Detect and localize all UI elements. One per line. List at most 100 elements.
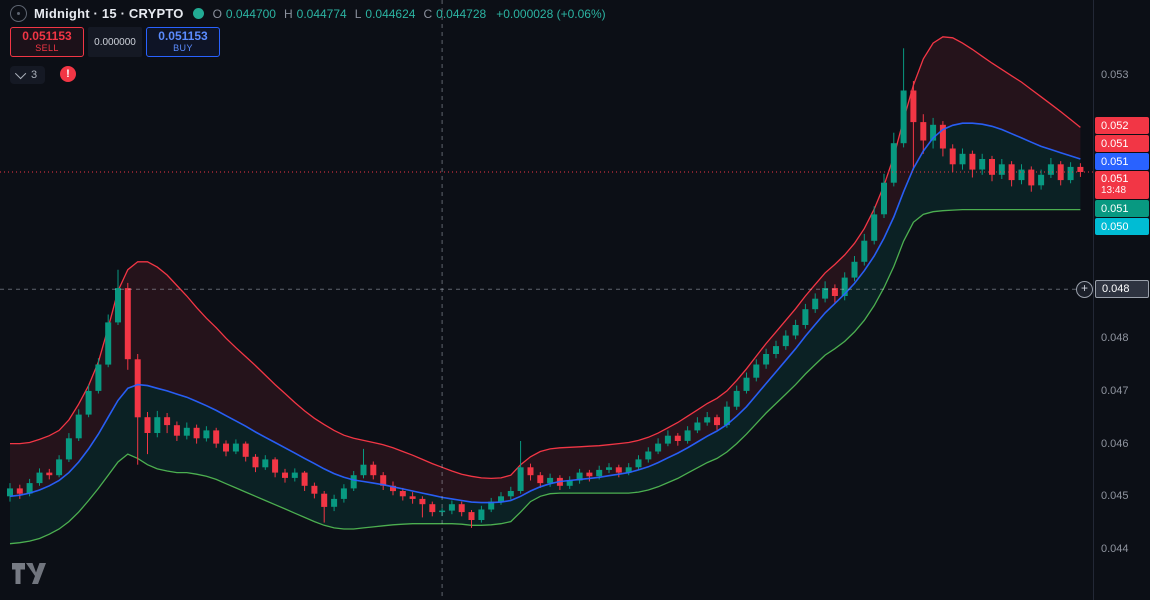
change-value: +0.000028 (+0.06%) (496, 6, 606, 21)
upper-band-fill (10, 36, 1081, 503)
candle-body (773, 346, 779, 354)
candle-body (429, 504, 436, 513)
ma-line (9, 122, 1081, 504)
candle-body (1038, 174, 1045, 186)
market-status-icon (192, 8, 204, 19)
buy-button[interactable]: 0.051153 BUY (146, 27, 220, 57)
candle-body (792, 325, 799, 336)
candle-body (498, 496, 504, 502)
candle-body (939, 124, 946, 149)
close-label: C (423, 6, 433, 21)
candle-body (871, 214, 878, 241)
price-tick: 0.053 (1101, 68, 1129, 81)
candle-body (822, 288, 829, 299)
open-label: O (212, 6, 222, 21)
price-badge: 0.051 (1095, 200, 1149, 217)
candle-body (674, 435, 681, 441)
price-tick: 0.046 (1101, 437, 1129, 450)
add-alert-plus-icon[interactable]: + (1076, 281, 1093, 299)
candle-body (1008, 164, 1015, 181)
candle-body (262, 459, 269, 468)
candle-body (458, 504, 465, 513)
candle-body (115, 288, 121, 323)
candle-body (1067, 166, 1074, 181)
candle-body (311, 485, 318, 494)
price-badge: 0.051 13:48 (1095, 171, 1149, 199)
candle-body (232, 443, 239, 452)
candle-body (124, 288, 131, 360)
candle-body (694, 422, 701, 431)
candle-body (576, 472, 583, 481)
candle-body (105, 322, 112, 365)
candle-body (812, 298, 819, 310)
candle-body (763, 354, 770, 365)
price-badge: 0.051 (1095, 135, 1149, 152)
candle-body (409, 496, 416, 499)
candle-body (154, 417, 161, 433)
candle-body (861, 240, 868, 262)
buy-price: 0.051153 (158, 29, 208, 43)
candle-body (301, 472, 308, 486)
candle-body (193, 427, 200, 439)
candle-body (753, 364, 760, 378)
candle-body (920, 122, 927, 141)
candle-body (370, 464, 377, 476)
price-tick: 0.045 (1101, 490, 1129, 503)
candle-body (439, 510, 446, 513)
price-badge: 0.050 (1095, 218, 1149, 235)
candle-body (998, 164, 1005, 175)
candle-body (733, 390, 740, 407)
symbol-title[interactable]: Midnight · 15 · CRYPTO (34, 6, 184, 21)
close-value: 0.044728 (436, 6, 487, 21)
sell-price: 0.051153 (22, 29, 72, 43)
candle-body (390, 485, 396, 492)
candle-body (1077, 166, 1084, 172)
candle-body (723, 406, 730, 426)
candle-body (252, 456, 259, 468)
candle-body (173, 425, 180, 436)
candle-body (331, 498, 338, 507)
candle-body (321, 493, 328, 507)
collapsed-indicator-count: 3 (31, 69, 38, 81)
chevron-down-icon (14, 67, 27, 80)
candle-body (1047, 164, 1054, 175)
candle-body (26, 483, 33, 494)
candle-body (291, 472, 298, 478)
candle-body (527, 467, 534, 476)
sell-label: SELL (35, 43, 59, 53)
candle-body (468, 512, 475, 520)
price-scale[interactable]: 0.053 0.048 0.047 0.046 0.045 0.044 0.052 0.051… (1076, 0, 1150, 600)
warning-icon[interactable]: ! (60, 66, 76, 82)
candle-body (655, 443, 662, 452)
candle-body (85, 390, 92, 415)
chart-canvas[interactable] (0, 0, 1093, 600)
candle-body (635, 459, 642, 468)
candle-body (242, 443, 249, 457)
candle-body (900, 90, 907, 144)
indicators-collapse-pill[interactable]: 3 (10, 66, 46, 84)
candle-body (782, 335, 789, 347)
candle-body (537, 475, 544, 484)
candle-body (36, 472, 43, 484)
high-value: 0.044774 (296, 6, 347, 21)
candle-body (488, 501, 495, 510)
candle-body (448, 504, 455, 511)
candle-body (65, 438, 72, 460)
lower-band-line (9, 208, 1081, 545)
candle-body (596, 469, 603, 477)
candle-body (350, 475, 357, 489)
candle-body (46, 472, 53, 476)
candle-body (183, 427, 190, 436)
candle-body (979, 159, 986, 170)
candle-body (910, 90, 917, 123)
trade-panel: 0.051153 SELL 0.000000 0.051153 BUY (10, 27, 220, 57)
candle-body (1028, 169, 1035, 186)
tradingview-logo-icon[interactable] (12, 562, 46, 590)
sell-button[interactable]: 0.051153 SELL (10, 27, 84, 57)
candle-body (890, 143, 897, 183)
candle-body (399, 491, 406, 497)
crosshair-price-badge: 0.048 (1095, 280, 1149, 299)
candle-body (841, 277, 848, 296)
candle-body (75, 414, 82, 439)
